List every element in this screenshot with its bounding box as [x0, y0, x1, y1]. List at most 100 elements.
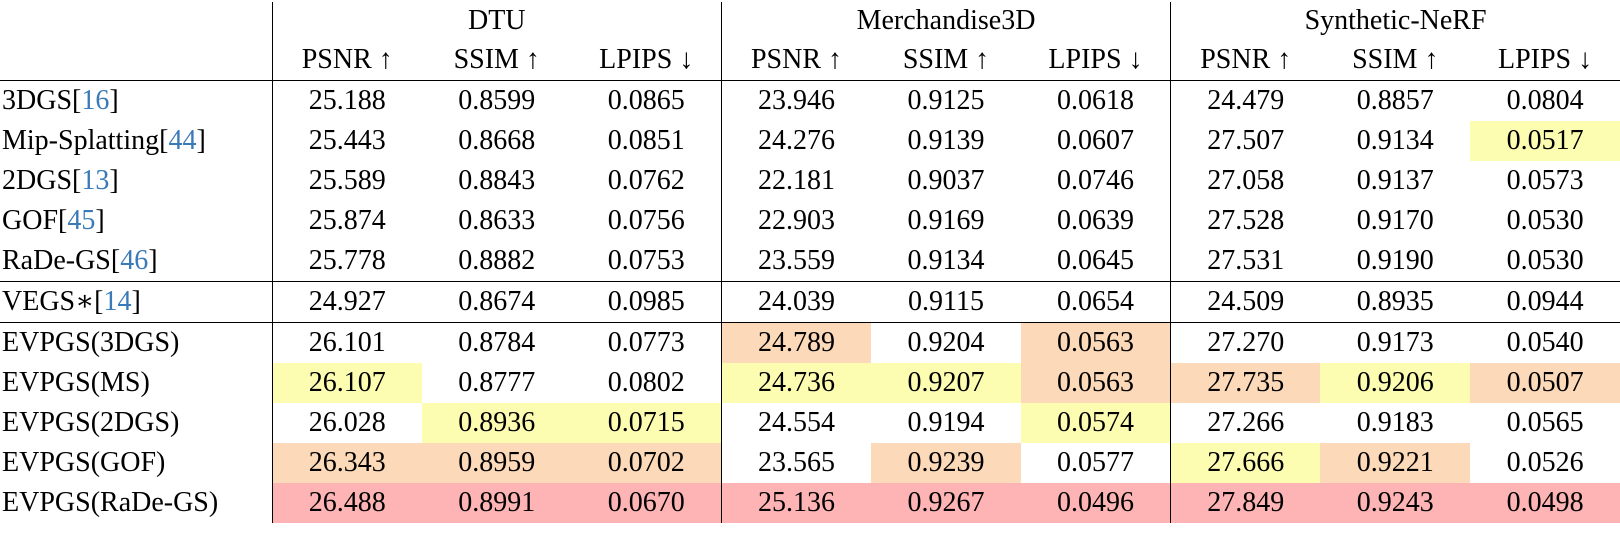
value-cell: 22.181: [720, 161, 872, 201]
value-cell: 0.8857: [1356, 85, 1434, 116]
method-cell: 3DGS[16]: [0, 81, 272, 122]
value-cell: 24.789: [720, 322, 872, 363]
group-header: Merchandise3D: [720, 2, 1171, 40]
value-cell: 0.0670: [571, 483, 722, 523]
value-cell: 0.0985: [571, 281, 722, 323]
value-cell: 0.0563: [1020, 322, 1171, 363]
value-cell: 0.9137: [1356, 165, 1434, 196]
citation: 45: [67, 205, 96, 236]
value-cell: 0.0573: [1506, 165, 1584, 196]
metric-header: PSNR ↑: [1170, 40, 1321, 81]
value-cell: 0.9239: [871, 443, 1021, 483]
method-cell: EVPGS(2DGS): [0, 403, 272, 443]
value-cell: 25.778: [271, 241, 422, 282]
value-cell: 0.0756: [607, 205, 685, 236]
value-cell: 0.0851: [607, 125, 685, 156]
value-cell: 0.0865: [607, 85, 685, 116]
value-cell: 27.507: [1170, 121, 1321, 161]
value-cell: 0.8777: [458, 367, 536, 398]
method-cell: GOF[45]: [0, 201, 272, 241]
method-name: EVPGS(GOF): [2, 447, 166, 478]
value-cell: 25.874: [271, 201, 422, 241]
value-cell: 0.9194: [907, 407, 985, 438]
method-name: EVPGS(3DGS): [2, 327, 180, 358]
citation: 13: [81, 165, 110, 196]
value-cell: 24.479: [1170, 80, 1321, 121]
citation: 46: [120, 245, 149, 276]
method-cell: EVPGS(GOF): [0, 443, 272, 483]
value-cell: 27.849: [1170, 483, 1321, 523]
value-cell: 0.0530: [1506, 205, 1584, 236]
value-cell: 0.8936: [421, 403, 572, 443]
group-header: Synthetic-NeRF: [1170, 2, 1620, 40]
method-name: ]: [95, 205, 105, 236]
value-cell: 0.0804: [1506, 85, 1584, 116]
table-row: GOF[45] 25.874 0.8633 0.0756 22.903 0.9169 0.0…: [0, 201, 1620, 241]
method-name: RaDe-GS[: [2, 245, 121, 276]
metric-header: SSIM ↑: [1320, 40, 1471, 81]
value-cell: 0.9170: [1356, 205, 1434, 236]
value-cell: 24.736: [720, 363, 872, 403]
value-cell: 0.0517: [1470, 121, 1620, 161]
method-cell: VEGS∗[14]: [0, 281, 273, 323]
value-cell: 0.0618: [1057, 85, 1134, 116]
method-name: EVPGS(MS): [2, 367, 150, 398]
method-name: 3DGS[: [2, 85, 82, 116]
method-cell: EVPGS(MS): [0, 363, 272, 403]
value-cell: 0.9267: [871, 483, 1021, 523]
value-cell: 0.9190: [1356, 245, 1434, 276]
citation: 14: [103, 286, 132, 317]
table-row: Mip-Splatting[44] 25.443 0.8668 0.0851 24.27…: [0, 121, 1620, 161]
metric-header: LPIPS ↓: [571, 40, 722, 81]
value-cell: 0.0565: [1506, 407, 1584, 438]
table-row: 3DGS[16] 25.188 0.8599 0.0865 23.946 0.9125 0.…: [0, 80, 1620, 122]
table-row: EVPGS(GOF) 26.343 0.8959 0.0702 23.565 0.9239…: [0, 443, 1620, 483]
value-cell: 0.0715: [571, 403, 722, 443]
value-cell: 0.8991: [421, 483, 572, 523]
table-row: EVPGS(MS) 26.107 0.8777 0.0802 24.736 0.9207 0…: [0, 363, 1620, 403]
value-cell: 0.8843: [458, 165, 536, 196]
value-cell: 0.9183: [1356, 407, 1434, 438]
value-cell: 0.8959: [421, 443, 572, 483]
method-cell: Mip-Splatting[44]: [0, 121, 272, 161]
value-cell: 27.735: [1170, 363, 1321, 403]
value-cell: 0.9134: [907, 245, 985, 276]
value-cell: 25.443: [271, 121, 422, 161]
method-name: ]: [196, 125, 206, 156]
value-cell: 23.565: [720, 443, 872, 483]
metric-header: PSNR ↑: [720, 40, 872, 81]
value-cell: 0.9139: [907, 125, 985, 156]
value-cell: 0.8633: [458, 205, 536, 236]
value-cell: 22.903: [720, 201, 872, 241]
group-header-row: DTU Merchandise3D Synthetic-NeRF: [0, 2, 1620, 40]
table-row: EVPGS(3DGS) 26.101 0.8784 0.0773 24.789 0.920…: [0, 322, 1620, 363]
value-cell: 0.0702: [571, 443, 722, 483]
value-cell: 0.9173: [1320, 322, 1471, 363]
value-cell: 0.0526: [1506, 447, 1584, 478]
table-row: VEGS∗[14] 24.927 0.8674 0.0985 24.039 0.9115 0…: [0, 281, 1620, 323]
group-header: DTU: [271, 2, 722, 40]
metric-header: LPIPS ↓: [1470, 40, 1620, 81]
value-cell: 0.0507: [1470, 363, 1620, 403]
value-cell: 27.531: [1170, 241, 1321, 282]
value-cell: 0.0802: [607, 367, 685, 398]
corner-cell: [0, 40, 273, 81]
method-name: 2DGS[: [2, 165, 82, 196]
value-cell: 27.266: [1170, 403, 1321, 443]
method-name: Mip-Splatting[: [2, 125, 169, 156]
value-cell: 0.9134: [1356, 125, 1434, 156]
value-cell: 27.270: [1170, 322, 1321, 363]
value-cell: 27.528: [1170, 201, 1321, 241]
value-cell: 0.8784: [421, 322, 572, 363]
value-cell: 26.488: [271, 483, 422, 523]
value-cell: 0.8935: [1320, 281, 1471, 323]
value-cell: 24.554: [720, 403, 872, 443]
value-cell: 0.9125: [907, 85, 985, 116]
value-cell: 0.0563: [1020, 363, 1171, 403]
value-cell: 0.8668: [458, 125, 536, 156]
method-name: EVPGS(RaDe-GS): [2, 487, 219, 518]
metric-header: LPIPS ↓: [1020, 40, 1171, 81]
citation: 16: [81, 85, 110, 116]
method-cell: EVPGS(RaDe-GS): [0, 483, 272, 523]
